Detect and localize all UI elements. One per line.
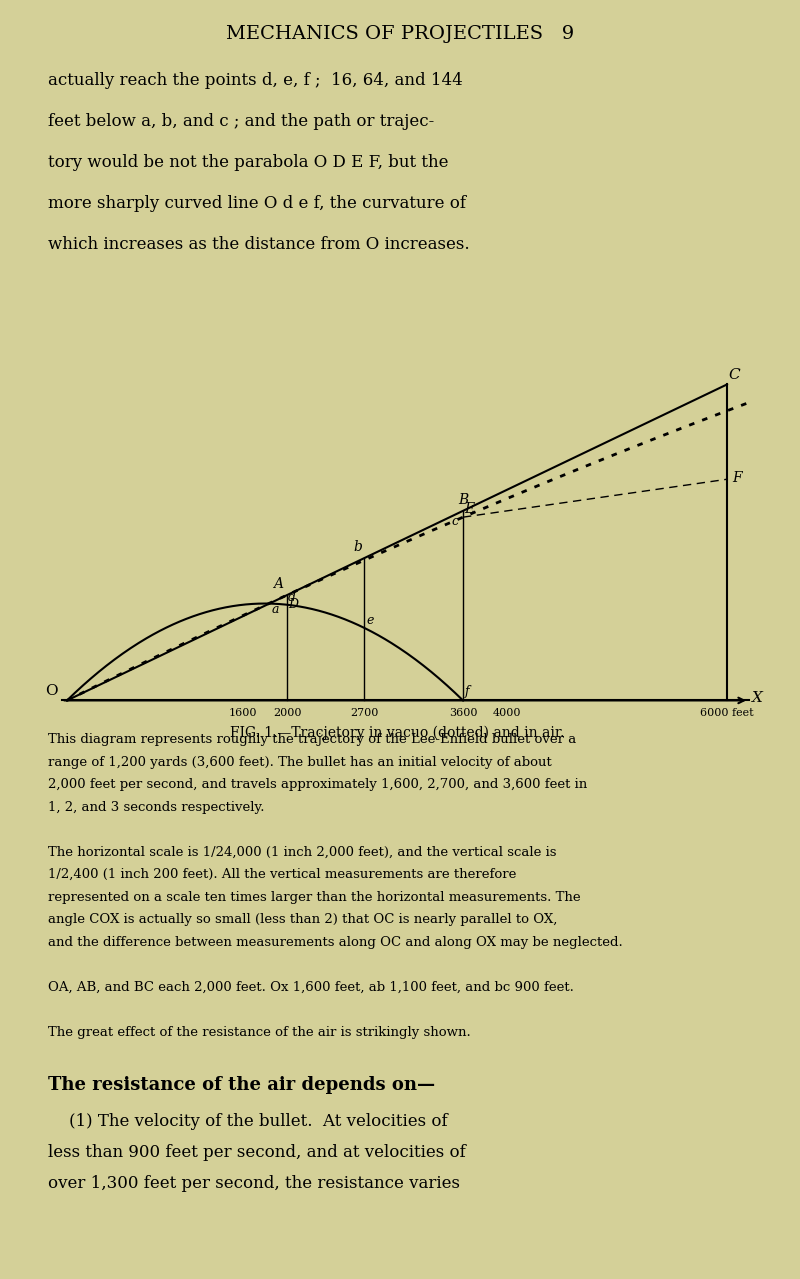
Text: d: d	[288, 591, 296, 604]
Text: D: D	[288, 597, 298, 611]
Text: 3600: 3600	[449, 709, 478, 719]
Text: range of 1,200 yards (3,600 feet). The bullet has an initial velocity of about: range of 1,200 yards (3,600 feet). The b…	[48, 756, 552, 769]
Text: e: e	[366, 614, 374, 627]
Text: The great effect of the resistance of the air is strikingly shown.: The great effect of the resistance of th…	[48, 1026, 470, 1039]
Text: (1) The velocity of the bullet.  At velocities of: (1) The velocity of the bullet. At veloc…	[48, 1113, 448, 1129]
Text: more sharply curved line O d e f, the curvature of: more sharply curved line O d e f, the cu…	[48, 196, 466, 212]
Text: 2,000 feet per second, and travels approximately 1,600, 2,700, and 3,600 feet in: 2,000 feet per second, and travels appro…	[48, 778, 587, 792]
Text: The resistance of the air depends on—: The resistance of the air depends on—	[48, 1077, 435, 1095]
Text: feet below a, b, and c ; and the path or trajec-: feet below a, b, and c ; and the path or…	[48, 113, 434, 129]
Text: b: b	[353, 540, 362, 554]
Text: X: X	[752, 691, 763, 705]
Text: a: a	[272, 602, 279, 616]
Text: 1/2,400 (1 inch 200 feet). All the vertical measurements are therefore: 1/2,400 (1 inch 200 feet). All the verti…	[48, 868, 516, 881]
Text: actually reach the points d, e, f ;  16, 64, and 144: actually reach the points d, e, f ; 16, …	[48, 72, 462, 88]
Text: and the difference between measurements along OC and along OX may be neglected.: and the difference between measurements …	[48, 936, 622, 949]
Text: FIG. 1.—Tracjetory in vacuo (dotted) and in air.: FIG. 1.—Tracjetory in vacuo (dotted) and…	[230, 725, 564, 741]
Text: over 1,300 feet per second, the resistance varies: over 1,300 feet per second, the resistan…	[48, 1175, 460, 1192]
Text: angle COX is actually so small (less than 2) that OC is nearly parallel to OX,: angle COX is actually so small (less tha…	[48, 913, 558, 926]
Text: c: c	[451, 515, 458, 528]
Text: 2700: 2700	[350, 709, 378, 719]
Text: A: A	[273, 577, 282, 591]
Text: 4000: 4000	[493, 709, 522, 719]
Text: 1600: 1600	[229, 709, 258, 719]
Text: E: E	[464, 503, 474, 517]
Text: 2000: 2000	[273, 709, 302, 719]
Text: tory would be not the parabola O D E F, but the: tory would be not the parabola O D E F, …	[48, 153, 449, 171]
Text: which increases as the distance from O increases.: which increases as the distance from O i…	[48, 237, 470, 253]
Text: represented on a scale ten times larger than the horizontal measurements. The: represented on a scale ten times larger …	[48, 890, 581, 904]
Text: C: C	[728, 368, 740, 382]
Text: This diagram represents roughly the trajectory of the Lee-Enfield bullet over a: This diagram represents roughly the traj…	[48, 733, 576, 746]
Text: 1, 2, and 3 seconds respectively.: 1, 2, and 3 seconds respectively.	[48, 801, 265, 813]
Text: f: f	[466, 684, 470, 698]
Text: OA, AB, and BC each 2,000 feet. Ox 1,600 feet, ab 1,100 feet, and bc 900 feet.: OA, AB, and BC each 2,000 feet. Ox 1,600…	[48, 981, 574, 994]
Text: less than 900 feet per second, and at velocities of: less than 900 feet per second, and at ve…	[48, 1143, 466, 1161]
Text: 6000 feet: 6000 feet	[700, 709, 754, 719]
Text: MECHANICS OF PROJECTILES   9: MECHANICS OF PROJECTILES 9	[226, 26, 574, 43]
Text: O: O	[46, 684, 58, 698]
Text: The horizontal scale is 1/24,000 (1 inch 2,000 feet), and the vertical scale is: The horizontal scale is 1/24,000 (1 inch…	[48, 845, 557, 858]
Text: F: F	[733, 471, 742, 485]
Text: B: B	[458, 492, 468, 506]
